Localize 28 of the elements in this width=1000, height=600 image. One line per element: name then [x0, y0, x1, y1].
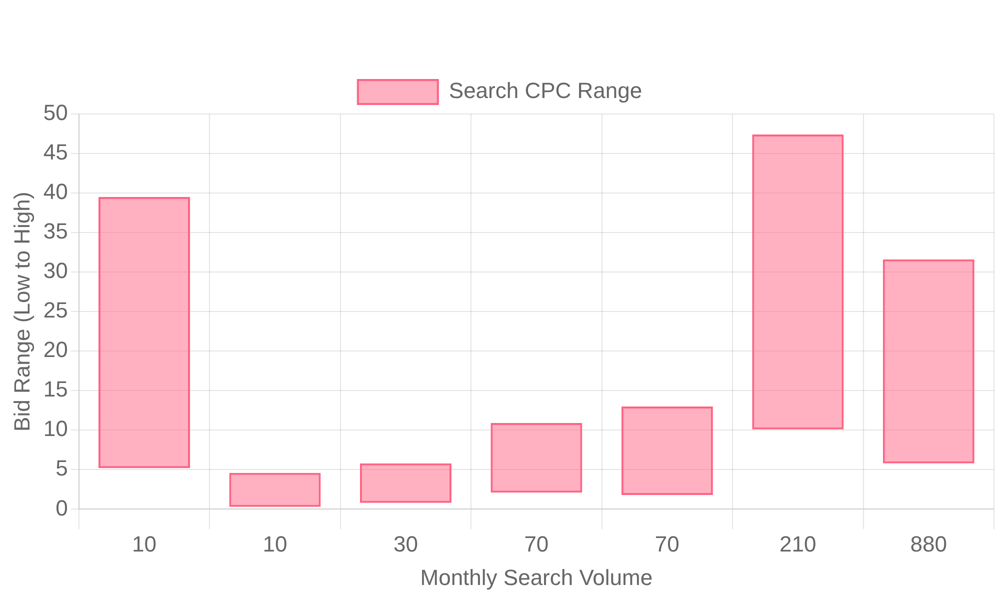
x-tick-label: 10	[132, 531, 156, 556]
y-tick-label: 20	[43, 337, 68, 362]
x-tick-label: 210	[780, 531, 816, 556]
x-tick-label: 10	[262, 531, 288, 556]
y-tick-label: 50	[43, 100, 68, 126]
bar	[882, 259, 974, 464]
x-tick-label: 880	[910, 531, 947, 556]
y-tick-label: 15	[43, 376, 68, 402]
y-tick-label: 25	[43, 298, 68, 323]
bar	[490, 423, 582, 493]
y-tick-label: 35	[43, 218, 68, 244]
bar	[229, 472, 321, 507]
x-tick-label: 30	[393, 531, 418, 556]
x-tick-label: 70	[654, 531, 680, 556]
y-tick-label: 10	[43, 416, 68, 442]
bar	[360, 463, 452, 503]
y-tick-label: 30	[43, 258, 68, 284]
y-tick-label: 0	[56, 495, 68, 520]
bar	[621, 406, 713, 495]
bar	[98, 196, 190, 468]
y-tick-label: 5	[56, 456, 68, 481]
y-tick-label: 40	[43, 179, 68, 204]
x-tick-label: 70	[524, 531, 549, 556]
y-tick-label: 45	[43, 140, 68, 165]
y-axis-title: Bid Range (Low to High)	[9, 192, 34, 432]
bar	[752, 134, 844, 430]
legend-label: Search CPC Range	[448, 78, 642, 104]
x-axis-title: Monthly Search Volume	[420, 564, 653, 590]
